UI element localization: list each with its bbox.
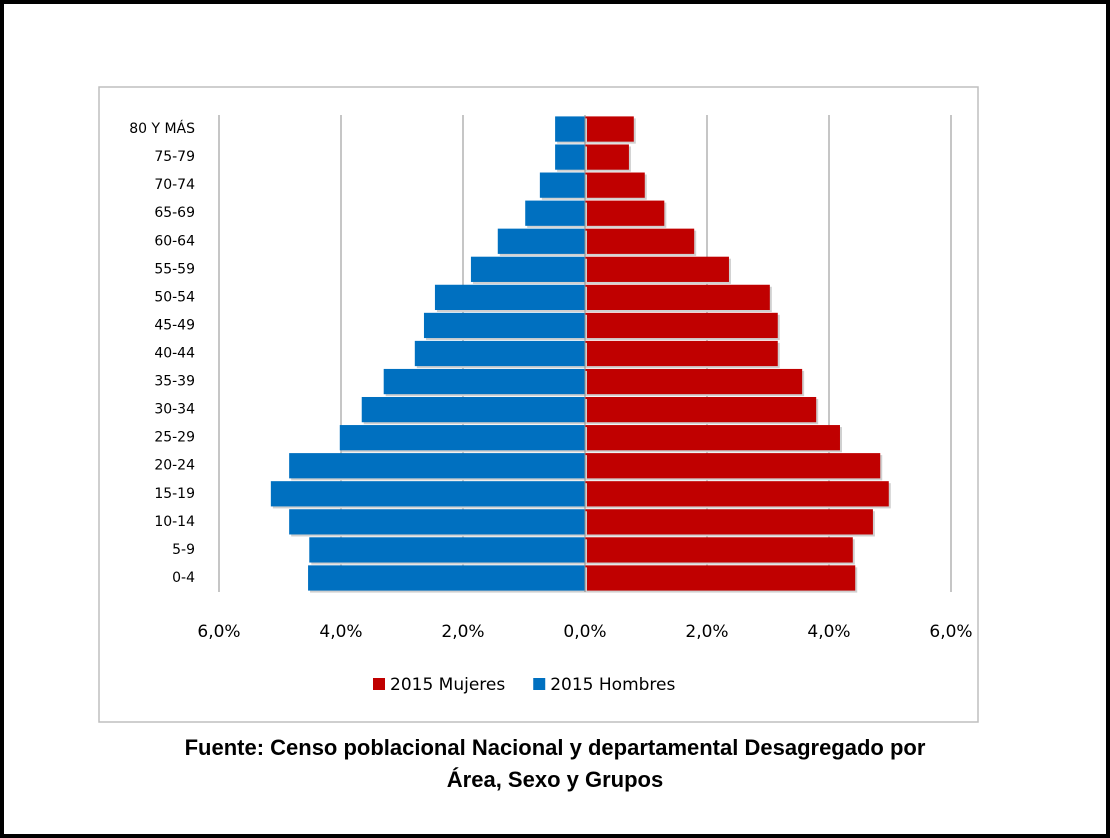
chart: Fuente: Censo poblacional Nacional y dep… (98, 86, 979, 792)
caption: Fuente: Censo poblacional Nacional y dep… (185, 735, 926, 760)
x-tick-label: 6,0% (197, 622, 240, 642)
bar (585, 368, 803, 395)
y-tick-label: 65-69 (154, 205, 195, 221)
bar (497, 228, 585, 254)
bar (414, 340, 585, 367)
x-tick-label: 4,0% (807, 622, 850, 642)
bar (289, 509, 585, 535)
bar (585, 284, 770, 311)
bar (585, 228, 695, 254)
bar (555, 116, 585, 142)
y-tick-label: 25-29 (154, 430, 195, 446)
caption: Área, Sexo y Grupos (447, 767, 663, 792)
x-tick-label: 4,0% (319, 622, 362, 642)
bar (270, 481, 585, 507)
bar (539, 172, 585, 198)
legend-label: 2015 Mujeres (390, 675, 505, 695)
bar (585, 509, 873, 535)
x-tick-label: 6,0% (929, 622, 972, 642)
bar (585, 537, 853, 563)
bar (309, 537, 585, 563)
y-tick-label: 5-9 (172, 542, 195, 558)
bar (289, 453, 585, 479)
bar (585, 256, 729, 282)
y-tick-label: 10-14 (154, 514, 195, 530)
bar (308, 565, 585, 591)
legend-swatch (373, 678, 385, 690)
bar (585, 172, 645, 198)
y-tick-label: 75-79 (154, 149, 195, 165)
y-tick-label: 80 Y MÁS (129, 120, 195, 137)
bar (585, 396, 817, 423)
y-tick-label: 30-34 (154, 402, 195, 418)
y-tick-label: 0-4 (172, 570, 195, 586)
y-tick-label: 55-59 (154, 261, 195, 277)
bar (423, 312, 585, 339)
y-tick-label: 40-44 (154, 346, 195, 362)
y-tick-label: 60-64 (154, 233, 195, 249)
bar (585, 425, 840, 451)
bar (585, 312, 778, 339)
bar (585, 200, 665, 226)
bar (585, 144, 629, 170)
y-tick-label: 35-39 (154, 374, 195, 390)
bar (361, 396, 585, 423)
legend-label: 2015 Hombres (550, 675, 675, 695)
x-tick-label: 2,0% (441, 622, 484, 642)
bar (585, 116, 634, 142)
bar (383, 368, 585, 395)
bar (585, 453, 881, 479)
bar (339, 425, 585, 451)
chart-area (98, 86, 979, 723)
bar (555, 144, 585, 170)
y-tick-label: 15-19 (154, 486, 195, 502)
x-tick-label: 0,0% (563, 622, 606, 642)
y-tick-label: 20-24 (154, 458, 195, 474)
y-tick-label: 50-54 (154, 289, 195, 305)
bar (585, 340, 778, 367)
bar (525, 200, 585, 226)
y-tick-label: 45-49 (154, 317, 195, 333)
x-tick-label: 2,0% (685, 622, 728, 642)
legend-swatch (533, 678, 546, 690)
bar (470, 256, 585, 282)
bar (434, 284, 585, 311)
bar (585, 565, 856, 591)
y-tick-label: 70-74 (154, 177, 195, 193)
bar (585, 481, 889, 507)
